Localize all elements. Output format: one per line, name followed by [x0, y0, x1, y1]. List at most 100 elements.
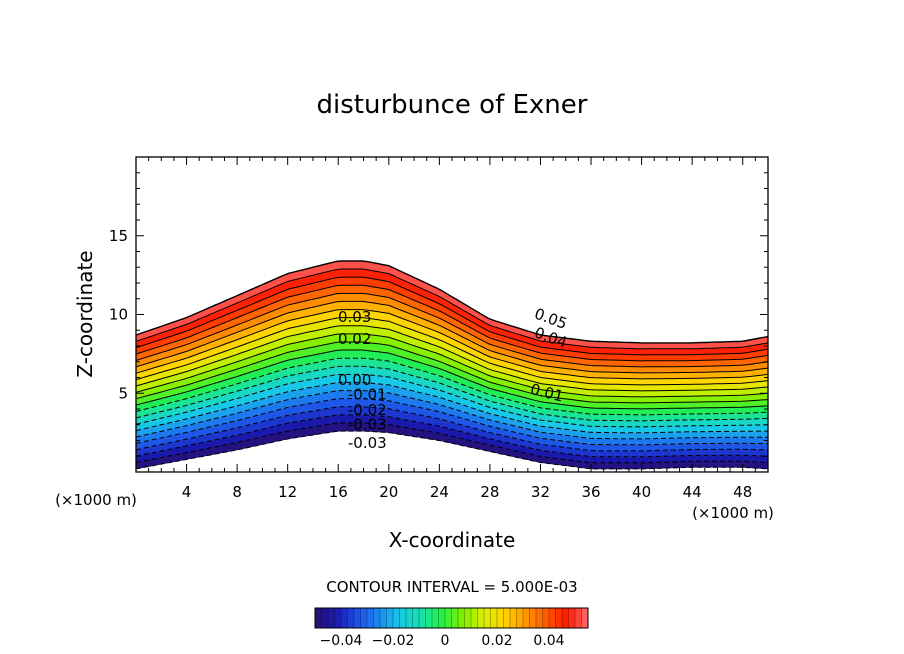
colorbar-tick-label: −0.02: [372, 633, 415, 649]
y-axis-label: Z-coordinate: [73, 250, 97, 377]
colorbar-swatch: [497, 608, 504, 628]
colorbar-swatch: [386, 608, 394, 628]
colorbar-swatch: [536, 608, 543, 628]
contour-line: [135, 365, 769, 422]
colorbar-swatch: [373, 608, 381, 628]
contour-line: [135, 292, 769, 368]
y-tick-label: 10: [109, 306, 128, 324]
colorbar: −0.04 −0.02 0 0.02 0.04: [314, 607, 589, 649]
colorbar-swatch: [393, 608, 400, 628]
colorbar-tick-label: −0.04: [320, 633, 363, 649]
contour-label: -0.03: [348, 415, 387, 433]
colorbar-swatch: [321, 608, 329, 628]
contour-label: -0.03: [348, 434, 387, 452]
contour-interval-label: CONTOUR INTERVAL = 5.000E-03: [326, 578, 577, 596]
x-tick-label: 36: [581, 483, 600, 501]
colorbar-swatch: [490, 608, 498, 628]
colorbar-tick-label: 0: [441, 633, 450, 649]
x-tick-label: 24: [430, 483, 449, 501]
contour-line: [135, 390, 769, 440]
x-tick-label: 28: [480, 483, 499, 501]
contour-line: [135, 398, 768, 446]
colorbar-swatch: [477, 608, 485, 628]
contour-lines: [135, 260, 769, 470]
x-unit-left: (×1000 m): [55, 491, 137, 509]
colorbar-swatch: [341, 608, 348, 628]
colorbar-frame: [314, 607, 589, 629]
x-tick-label: 4: [182, 483, 192, 501]
contour-line: [135, 317, 769, 386]
contour-line: [135, 284, 769, 362]
x-tick-label: 12: [278, 483, 297, 501]
x-axis-label: X-coordinate: [389, 528, 516, 552]
contour-label: 0.00: [338, 371, 371, 389]
colorbar-swatch: [328, 608, 335, 628]
x-tick-label: 40: [632, 483, 651, 501]
colorbar-swatch: [334, 608, 342, 628]
chart-title: disturbunce of Exner: [317, 90, 588, 120]
contour-line: [135, 341, 769, 404]
colorbar-swatch: [568, 608, 576, 628]
colorbar-tick-label: 0.02: [481, 633, 512, 649]
colorbar-swatch: [380, 608, 387, 628]
colorbar-tick-label: 0.04: [533, 633, 564, 649]
colorbar-swatch: [464, 608, 472, 628]
contour-line: [135, 373, 769, 428]
colorbar-swatch: [529, 608, 537, 628]
contour-label: 0.02: [338, 330, 371, 348]
x-tick-label: 44: [683, 483, 702, 501]
contour-line: [135, 422, 769, 464]
colorbar-swatch: [438, 608, 446, 628]
colorbar-swatch: [510, 608, 517, 628]
colorbar-swatch: [484, 608, 491, 628]
contour-line: [135, 406, 769, 452]
contour-line: [135, 333, 769, 398]
colorbar-swatch: [354, 608, 361, 628]
colorbar-swatch: [425, 608, 433, 628]
contour-label: 0.03: [338, 308, 371, 326]
y-tick-label: 15: [109, 227, 128, 245]
colorbar-swatch: [367, 608, 374, 628]
colorbar-swatch: [503, 608, 511, 628]
colorbar-swatch: [471, 608, 478, 628]
colorbar-swatch: [562, 608, 569, 628]
contour-line: [135, 300, 769, 374]
contour-line: [135, 260, 769, 344]
colorbar-swatch: [419, 608, 426, 628]
colorbar-swatch: [549, 608, 556, 628]
colorbar-swatch: [575, 608, 582, 628]
x-tick-label: 48: [733, 483, 752, 501]
colorbar-swatch: [458, 608, 465, 628]
contour-line: [135, 325, 769, 392]
colorbar-swatch: [347, 608, 355, 628]
colorbar-swatch: [542, 608, 550, 628]
x-tick-label: 16: [329, 483, 348, 501]
contour-label: -0.02: [348, 401, 387, 419]
colorbar-swatch: [406, 608, 413, 628]
colorbar-swatch: [555, 608, 563, 628]
x-unit-right: (×1000 m): [692, 504, 774, 522]
colorbar-swatch: [451, 608, 459, 628]
colorbar-swatch: [523, 608, 530, 628]
x-tick-label: 32: [531, 483, 550, 501]
contour-line: [135, 309, 769, 380]
colorbar-swatch: [432, 608, 439, 628]
contour-line: [135, 276, 769, 356]
colorbar-swatch: [399, 608, 407, 628]
contour-label: -0.01: [348, 385, 387, 403]
colorbar-swatch: [360, 608, 368, 628]
contour-line: [135, 430, 769, 470]
colorbar-swatch: [445, 608, 452, 628]
contour-line: [135, 414, 769, 458]
colorbar-swatch: [412, 608, 420, 628]
y-tick-label: 5: [118, 384, 128, 402]
colorbar-swatch: [315, 608, 322, 628]
colorbar-swatch: [516, 608, 524, 628]
contour-line: [135, 381, 768, 434]
x-tick-label: 8: [232, 483, 242, 501]
contour-line: [135, 268, 769, 350]
contour-line: [135, 349, 769, 410]
x-tick-label: 20: [379, 483, 398, 501]
colorbar-swatch: [581, 608, 589, 628]
